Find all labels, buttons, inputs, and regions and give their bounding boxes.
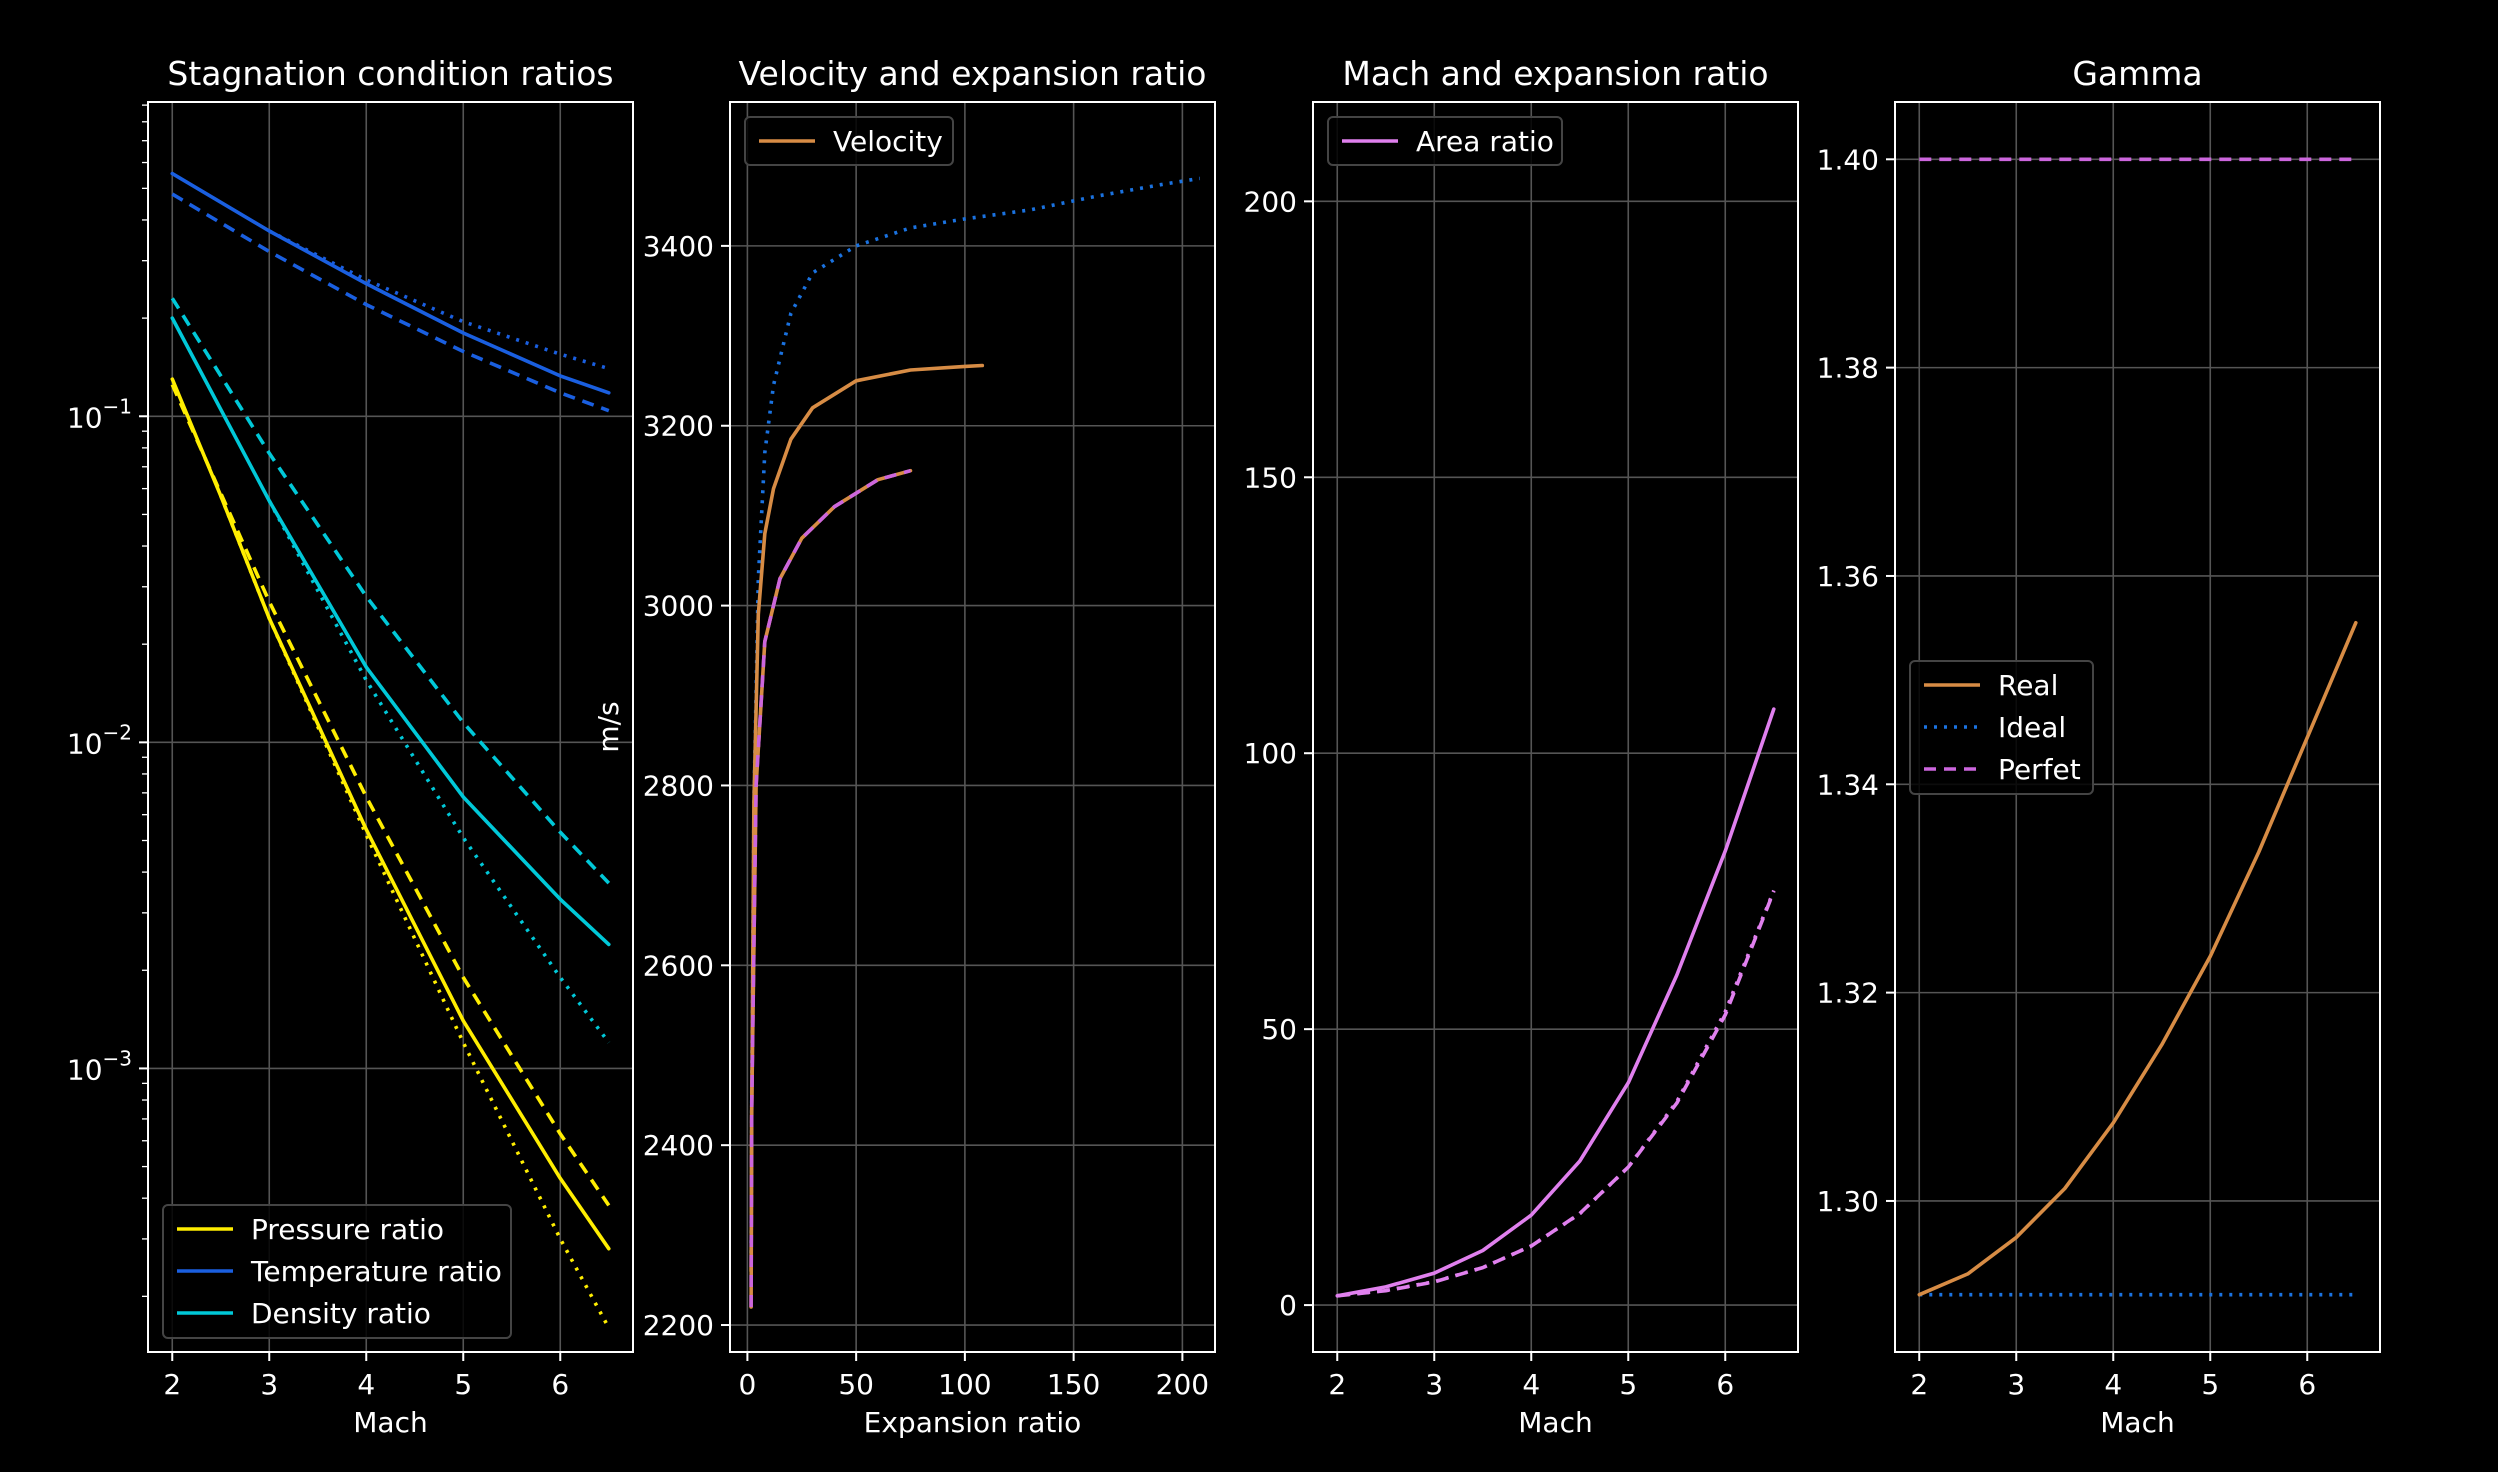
x-tick-label: 5 xyxy=(454,1368,472,1401)
chart-title: Velocity and expansion ratio xyxy=(739,54,1207,93)
x-tick-label: 3 xyxy=(260,1368,278,1401)
x-tick-label: 3 xyxy=(2007,1368,2025,1401)
legend-label: Perfet xyxy=(1998,753,2081,786)
y-tick-label: 50 xyxy=(1261,1013,1297,1046)
x-tick-label: 4 xyxy=(1522,1368,1540,1401)
axes-frame xyxy=(1894,101,2381,1353)
y-tick-label: 3200 xyxy=(643,410,714,443)
series-group xyxy=(1917,157,2358,1297)
x-tick-label: 6 xyxy=(2298,1368,2316,1401)
y-tick-label: 2600 xyxy=(643,949,714,982)
y-tick-label: 200 xyxy=(1244,185,1297,218)
y-axis-label: m/s xyxy=(592,701,625,752)
series-line-1 xyxy=(171,192,610,413)
y-tick-label: 1.40 xyxy=(1817,143,1879,176)
series-line-2 xyxy=(268,229,610,371)
legend: Pressure ratio Temperature ratio Density r… xyxy=(162,1204,512,1339)
legend-label: Area ratio xyxy=(1416,125,1554,158)
grid xyxy=(730,102,1215,1352)
x-tick-label: 2 xyxy=(1910,1368,1928,1401)
y-tick-label: 10−1 xyxy=(67,394,132,434)
y-tick-label: 1.30 xyxy=(1817,1185,1879,1218)
x-tick-label: 200 xyxy=(1156,1368,1209,1401)
legend-label: Density ratio xyxy=(251,1297,431,1330)
grid xyxy=(148,102,633,1352)
axes-frame xyxy=(729,101,1216,1353)
chart-area: 2 3 4 5 6 0 50 100 150 200 Mach and expansion rati… xyxy=(1244,54,1799,1439)
x-tick-label: 6 xyxy=(1716,1368,1734,1401)
legend: Real Ideal Perfet xyxy=(1909,660,2094,795)
x-tick-label: 4 xyxy=(2104,1368,2122,1401)
y-tick-label: 2400 xyxy=(643,1129,714,1162)
x-axis-label: Mach xyxy=(2100,1406,2174,1439)
series-line-0 xyxy=(1335,707,1776,1298)
x-tick-label: 2 xyxy=(163,1368,181,1401)
x-tick-label: 5 xyxy=(1619,1368,1637,1401)
y-tick-label: 3400 xyxy=(643,230,714,263)
legend-label: Pressure ratio xyxy=(251,1213,444,1246)
y-tick-label: 1.34 xyxy=(1817,768,1879,801)
legend-frame xyxy=(1327,116,1563,166)
legend-frame xyxy=(162,1204,512,1339)
x-axis-label: Mach xyxy=(353,1406,427,1439)
series-line-0 xyxy=(170,171,611,395)
y-tick-label: 0 xyxy=(1279,1289,1297,1322)
y-tick-label: 10−2 xyxy=(67,720,132,760)
series-line-3 xyxy=(749,468,911,1308)
chart-stag: 2 3 4 5 6 10−3 10−2 10−1 Stagnation condition ra… xyxy=(67,54,634,1439)
y-tick-label: 2800 xyxy=(643,769,714,802)
y-tick-label: 100 xyxy=(1244,737,1297,770)
x-tick-label: 150 xyxy=(1047,1368,1100,1401)
x-tick-label: 5 xyxy=(2201,1368,2219,1401)
series-group xyxy=(170,171,611,1329)
series-line-7 xyxy=(170,383,611,1207)
y-tick-label: 3000 xyxy=(643,590,714,623)
legend-label: Real xyxy=(1998,669,2058,702)
legend-frame xyxy=(744,116,954,166)
grid xyxy=(1313,102,1798,1352)
y-tick-label: 10−3 xyxy=(67,1046,132,1086)
x-tick-label: 2 xyxy=(1328,1368,1346,1401)
x-tick-label: 4 xyxy=(357,1368,375,1401)
x-tick-label: 50 xyxy=(838,1368,874,1401)
legend-frame xyxy=(1909,660,2094,795)
y-tick-label: 1.38 xyxy=(1817,352,1879,385)
series-group xyxy=(1335,707,1776,1298)
x-axis-label: Mach xyxy=(1518,1406,1592,1439)
series-line-0 xyxy=(749,176,1201,1254)
x-tick-label: 100 xyxy=(938,1368,991,1401)
y-tick-label: 1.36 xyxy=(1817,560,1879,593)
chart-title: Gamma xyxy=(2072,54,2202,93)
series-line-2 xyxy=(1337,889,1776,1298)
legend-label: Temperature ratio xyxy=(250,1255,502,1288)
chart-gamma: 2 3 4 5 6 1.30 1.32 1.34 1.36 1.38 1.40 Gamma Mach Re… xyxy=(1817,54,2381,1439)
y-tick-label: 1.32 xyxy=(1817,977,1879,1010)
chart-title: Stagnation condition ratios xyxy=(167,54,613,93)
y-tick-label: 2200 xyxy=(643,1309,714,1342)
series-line-2 xyxy=(1917,620,2358,1297)
chart-vel: 0 50 100 150 200 2200 2400 2600 2800 3000 3200 3400… xyxy=(592,54,1216,1439)
x-tick-label: 0 xyxy=(738,1368,756,1401)
chart-title: Mach and expansion ratio xyxy=(1342,54,1768,93)
y-tick-label: 150 xyxy=(1244,461,1297,494)
series-line-3 xyxy=(170,316,611,947)
x-tick-label: 3 xyxy=(1425,1368,1443,1401)
series-group xyxy=(749,176,1201,1309)
x-tick-label: 6 xyxy=(551,1368,569,1401)
axes-frame xyxy=(147,101,634,1353)
legend-label: Velocity xyxy=(833,125,943,158)
legend-label: Ideal xyxy=(1998,711,2066,744)
legend: Area ratio xyxy=(1327,116,1563,166)
axes-frame xyxy=(1312,101,1799,1353)
x-axis-label: Expansion ratio xyxy=(864,1406,1082,1439)
legend: Velocity xyxy=(744,116,954,166)
